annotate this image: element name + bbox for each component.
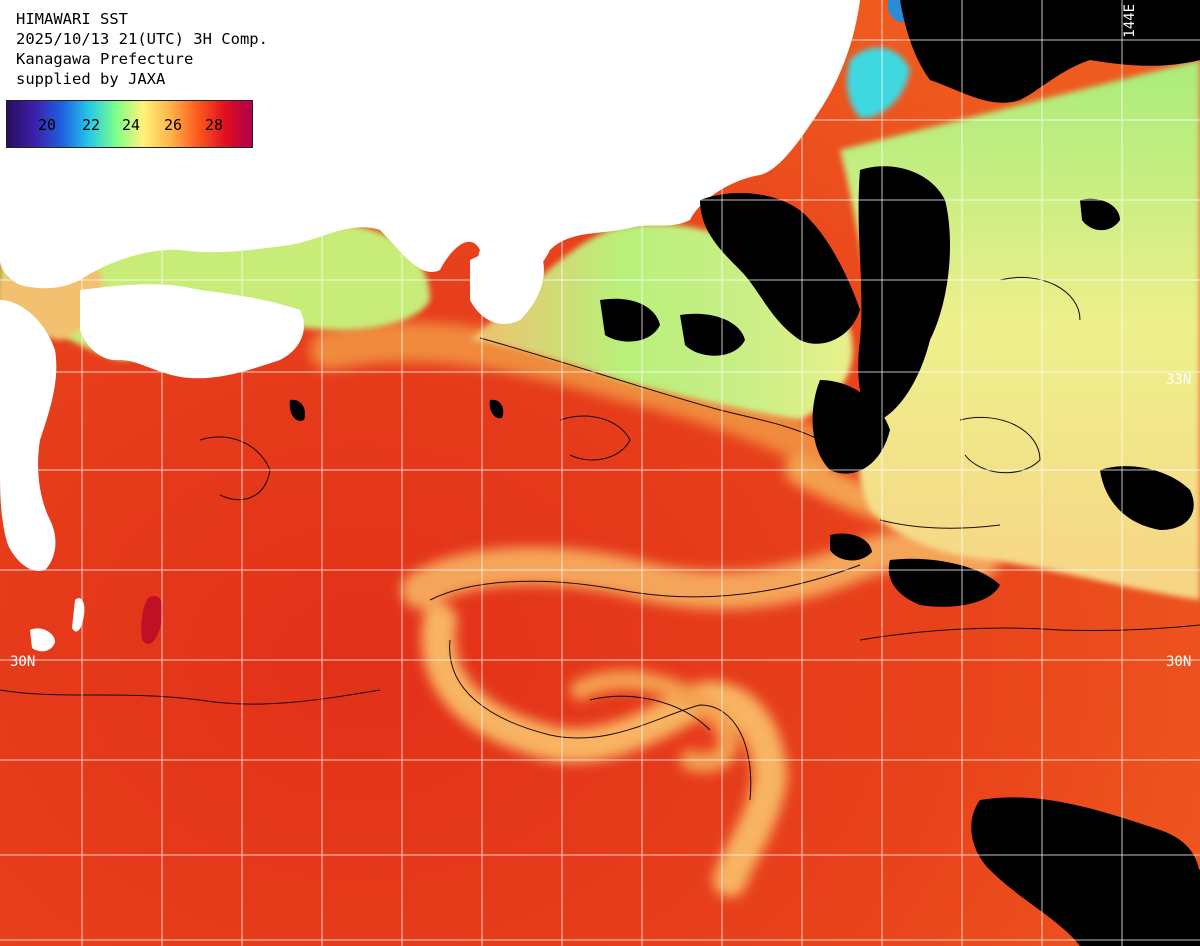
cloud-mask — [289, 0, 1200, 946]
title-line-1: HIMAWARI SST — [16, 10, 128, 28]
scale-label-24: 24 — [121, 116, 141, 134]
lat-label-30n-left: 30N — [10, 654, 36, 670]
lat-label-33n: 33N — [1166, 372, 1192, 388]
scale-label-20: 20 — [37, 116, 57, 134]
lon-label-144e: 144E — [1122, 4, 1138, 38]
scale-label-26: 26 — [163, 116, 183, 134]
lon-label-136e: 136E — [482, 4, 498, 38]
lat-label-30n-right: 30N — [1166, 654, 1192, 670]
color-scale-gradient — [7, 101, 252, 147]
title-line-4: supplied by JAXA — [16, 70, 166, 88]
scale-label-28: 28 — [204, 116, 224, 134]
color-scale: 20 22 24 26 28 — [6, 100, 253, 148]
title-line-2: 2025/10/13 21(UTC) 3H Comp. — [16, 30, 268, 48]
scale-label-22: 22 — [81, 116, 101, 134]
title-panel: HIMAWARI SST 2025/10/13 21(UTC) 3H Comp.… — [7, 6, 351, 92]
title-line-3: Kanagawa Prefecture — [16, 50, 194, 68]
